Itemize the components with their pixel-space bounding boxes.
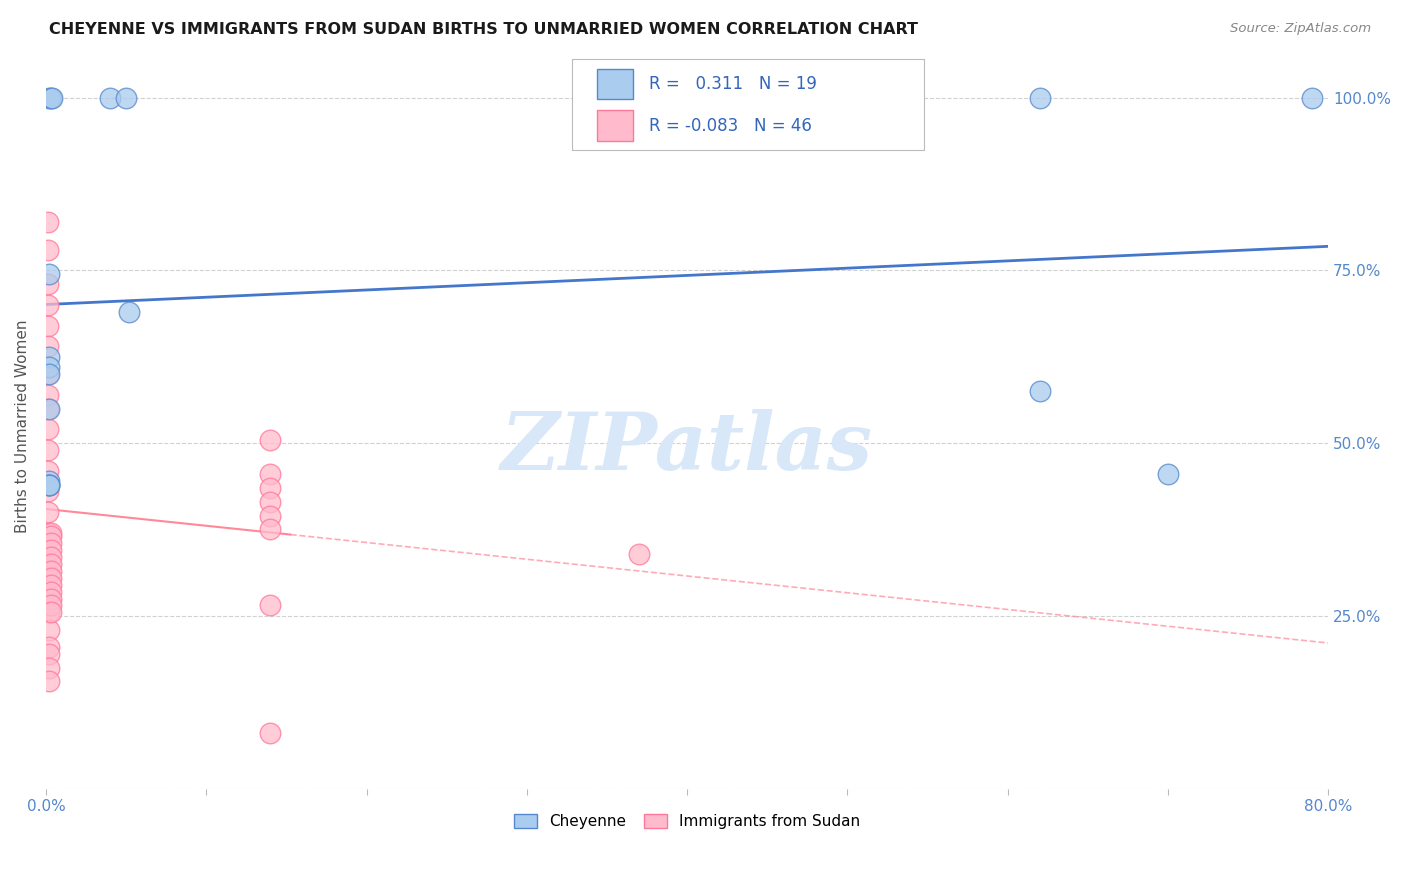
Point [1028, 90, 1050, 104]
Point [38, 605, 60, 619]
Point [37, 464, 59, 478]
Point [259, 495, 281, 509]
FancyBboxPatch shape [598, 111, 633, 141]
Point [38, 267, 60, 281]
Point [38, 567, 60, 582]
Point [37, 243, 59, 257]
Point [37, 547, 59, 561]
Legend: Cheyenne, Immigrants from Sudan: Cheyenne, Immigrants from Sudan [508, 807, 866, 835]
Point [39, 571, 62, 585]
Point [259, 467, 281, 482]
Text: Source: ZipAtlas.com: Source: ZipAtlas.com [1230, 22, 1371, 36]
Point [1301, 90, 1323, 104]
Point [37, 387, 59, 401]
Point [37, 401, 59, 416]
Point [38, 477, 60, 491]
Point [38, 477, 60, 491]
Point [39, 525, 62, 540]
Point [37, 525, 59, 540]
Point [39, 536, 62, 550]
Text: ZIPatlas: ZIPatlas [501, 409, 873, 486]
Point [38, 474, 60, 488]
Point [39, 557, 62, 571]
Point [38, 367, 60, 381]
Point [39, 591, 62, 606]
Point [1157, 467, 1180, 482]
Point [38, 401, 60, 416]
FancyBboxPatch shape [598, 69, 633, 99]
FancyBboxPatch shape [572, 60, 924, 150]
Point [259, 726, 281, 740]
Point [259, 523, 281, 537]
Point [39, 584, 62, 599]
Point [37, 298, 59, 312]
Point [38, 640, 60, 654]
Point [38, 647, 60, 661]
Point [259, 481, 281, 495]
Point [118, 305, 141, 319]
Point [39, 90, 62, 104]
Point [38, 660, 60, 674]
Point [627, 547, 650, 561]
Point [38, 588, 60, 602]
Point [39, 599, 62, 613]
Point [38, 477, 60, 491]
Point [38, 359, 60, 374]
Text: CHEYENNE VS IMMIGRANTS FROM SUDAN BIRTHS TO UNMARRIED WOMEN CORRELATION CHART: CHEYENNE VS IMMIGRANTS FROM SUDAN BIRTHS… [49, 22, 918, 37]
Point [1028, 384, 1050, 399]
Text: R =   0.311   N = 19: R = 0.311 N = 19 [648, 75, 817, 93]
Point [37, 215, 59, 229]
Point [39, 550, 62, 565]
Point [37, 484, 59, 499]
Point [37, 505, 59, 519]
Point [37, 318, 59, 333]
Point [39, 543, 62, 558]
Point [38, 350, 60, 364]
Point [98, 90, 121, 104]
Point [37, 339, 59, 353]
Point [37, 442, 59, 457]
Point [37, 277, 59, 292]
Point [38, 674, 60, 689]
Point [37, 367, 59, 381]
Point [39, 605, 62, 619]
Point [39, 529, 62, 543]
Point [41, 90, 63, 104]
Point [259, 508, 281, 523]
Point [38, 90, 60, 104]
Point [37, 422, 59, 436]
Point [38, 623, 60, 637]
Point [115, 90, 138, 104]
Y-axis label: Births to Unmarried Women: Births to Unmarried Women [15, 319, 30, 533]
Point [259, 433, 281, 447]
Point [39, 577, 62, 591]
Text: R = -0.083   N = 46: R = -0.083 N = 46 [648, 117, 811, 135]
Point [39, 564, 62, 578]
Point [259, 599, 281, 613]
